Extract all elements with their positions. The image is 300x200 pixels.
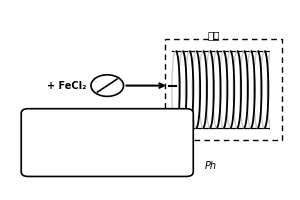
FancyBboxPatch shape [21, 109, 193, 176]
Text: 油浴: 油浴 [208, 30, 220, 40]
Text: 式反应器    (管径 =0.5mm): 式反应器 (管径 =0.5mm) [40, 151, 133, 160]
Text: Ph: Ph [205, 161, 217, 171]
Text: + FeCl₂: + FeCl₂ [47, 81, 86, 91]
Text: 泅: 泅 [40, 125, 45, 134]
